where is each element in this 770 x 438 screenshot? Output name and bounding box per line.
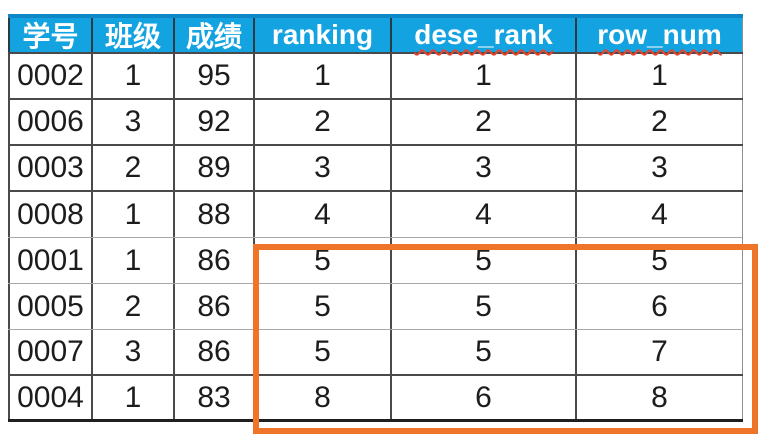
table-cell: 5 (255, 330, 392, 374)
table-cell: 92 (175, 100, 255, 144)
table-cell: 2 (93, 284, 175, 329)
table-cell: 8 (577, 376, 743, 419)
table-cell: 2 (255, 100, 392, 144)
table-cell: 3 (255, 146, 392, 190)
table-cell: 95 (175, 54, 255, 98)
header-label: 学号 (22, 21, 79, 52)
table-body: 0002 1 95 1 1 1 0006 3 92 2 2 2 0003 2 89 3 3 3 0008 1 88 4 4 4… (8, 54, 743, 422)
ranking-comparison-table: 学号 班级 成绩 ranking dese_rank row_num 0002 1… (8, 14, 743, 422)
header-label: dese_rank (414, 19, 553, 50)
table-cell: 5 (255, 238, 392, 283)
table-cell: 1 (93, 192, 175, 237)
table-row: 0003 2 89 3 3 3 (8, 146, 743, 192)
header-label: 成绩 (185, 21, 242, 52)
table-cell: 0003 (8, 146, 93, 190)
table-cell: 1 (93, 238, 175, 283)
table-cell: 4 (392, 192, 577, 237)
table-cell: 0007 (8, 330, 93, 374)
table-cell: 0001 (8, 238, 93, 283)
table-cell: 5 (392, 238, 577, 283)
table-cell: 4 (255, 192, 392, 237)
table-cell: 86 (175, 238, 255, 283)
table-cell: 5 (392, 330, 577, 374)
table-cell: 6 (577, 284, 743, 329)
table-cell: 3 (392, 146, 577, 190)
table-cell: 1 (392, 54, 577, 98)
table-row: 0007 3 86 5 5 7 (8, 330, 743, 376)
header-class: 班级 (93, 18, 175, 52)
table-cell: 2 (93, 146, 175, 190)
table-cell: 7 (577, 330, 743, 374)
table-cell: 0002 (8, 54, 93, 98)
table-cell: 2 (392, 100, 577, 144)
table-cell: 88 (175, 192, 255, 237)
table-cell: 0004 (8, 376, 93, 419)
table-cell: 0006 (8, 100, 93, 144)
header-label: 班级 (104, 21, 161, 52)
table-cell: 4 (577, 192, 743, 237)
table-row: 0008 1 88 4 4 4 (8, 192, 743, 238)
header-student-id: 学号 (8, 18, 93, 52)
header-dese-rank: dese_rank (392, 18, 577, 52)
table-cell: 1 (577, 54, 743, 98)
table-cell: 89 (175, 146, 255, 190)
table-header-row: 学号 班级 成绩 ranking dese_rank row_num (8, 14, 743, 54)
table-cell: 0008 (8, 192, 93, 237)
table-cell: 6 (392, 376, 577, 419)
table-cell: 8 (255, 376, 392, 419)
table-cell: 3 (577, 146, 743, 190)
table-cell: 3 (93, 100, 175, 144)
header-row-num: row_num (577, 18, 743, 52)
header-label: ranking (271, 19, 374, 50)
header-label: row_num (597, 19, 722, 50)
table-row: 0005 2 86 5 5 6 (8, 284, 743, 330)
table-row: 0001 1 86 5 5 5 (8, 238, 743, 284)
table-cell: 3 (93, 330, 175, 374)
header-ranking: ranking (255, 18, 392, 52)
table-row: 0006 3 92 2 2 2 (8, 100, 743, 146)
table-row: 0004 1 83 8 6 8 (8, 376, 743, 422)
table-cell: 5 (577, 238, 743, 283)
table-cell: 1 (255, 54, 392, 98)
table-cell: 86 (175, 330, 255, 374)
table-cell: 0005 (8, 284, 93, 329)
table-cell: 2 (577, 100, 743, 144)
table-cell: 5 (392, 284, 577, 329)
table-cell: 1 (93, 376, 175, 419)
table-cell: 5 (255, 284, 392, 329)
table-cell: 86 (175, 284, 255, 329)
table-cell: 83 (175, 376, 255, 419)
table-cell: 1 (93, 54, 175, 98)
table-row: 0002 1 95 1 1 1 (8, 54, 743, 100)
header-score: 成绩 (175, 18, 255, 52)
